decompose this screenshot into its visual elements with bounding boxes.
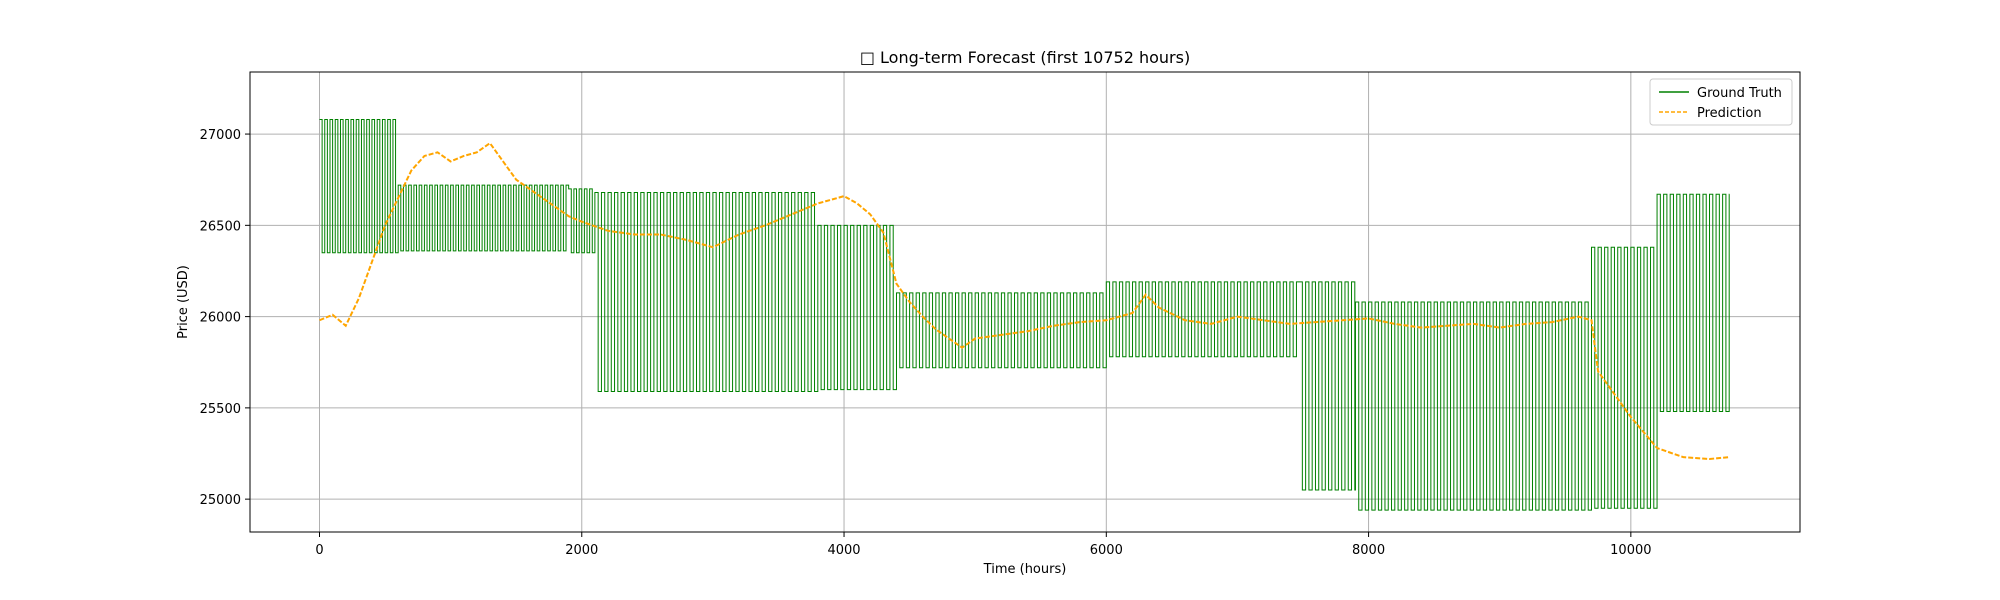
y-tick-label: 27000	[200, 128, 241, 143]
x-axis-label: Time (hours)	[983, 562, 1067, 577]
legend: Ground Truth Prediction	[1649, 78, 1793, 126]
x-tick-label: 8000	[1352, 543, 1385, 558]
y-tick-label: 25000	[200, 493, 241, 508]
legend-label-ground-truth: Ground Truth	[1697, 86, 1782, 101]
x-tick-label: 4000	[827, 543, 860, 558]
series-layer	[319, 118, 1730, 511]
chart-title: □ Long-term Forecast (first 10752 hours)	[860, 48, 1190, 67]
legend-label-prediction: Prediction	[1697, 106, 1762, 121]
series-ground-truth-line	[319, 118, 1730, 511]
x-tick-label: 10000	[1610, 543, 1651, 558]
y-tick-label: 26000	[200, 311, 241, 326]
x-tick-label: 6000	[1090, 543, 1123, 558]
y-axis-label: Price (USD)	[176, 265, 191, 339]
series-prediction-line	[319, 141, 1730, 460]
y-tick-label: 26500	[200, 219, 241, 234]
x-tick-label: 2000	[565, 543, 598, 558]
grid	[250, 72, 1800, 532]
legend-box	[1649, 78, 1793, 126]
x-tick-label: 0	[315, 543, 323, 558]
y-tick-label: 25500	[200, 402, 241, 417]
ticks: 0 2000 4000 6000 8000 10000 25000 25500 26000 265…	[200, 128, 1652, 558]
plot-frame	[249, 71, 1801, 533]
